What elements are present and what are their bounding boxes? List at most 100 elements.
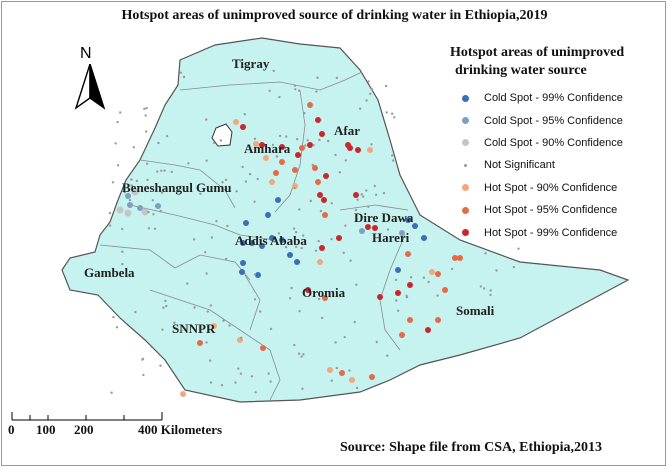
hotspot-point bbox=[141, 208, 149, 216]
not-significant-point bbox=[427, 280, 430, 284]
not-significant-point bbox=[275, 155, 279, 158]
not-significant-point bbox=[303, 112, 306, 115]
hotspot-point bbox=[317, 259, 323, 265]
hotspot-point bbox=[279, 159, 285, 165]
hotspot-point bbox=[405, 217, 411, 223]
not-significant-point bbox=[244, 180, 248, 183]
not-significant-point bbox=[300, 246, 303, 250]
not-significant-point bbox=[316, 76, 319, 79]
not-significant-point bbox=[204, 251, 207, 254]
not-significant-point bbox=[220, 384, 224, 387]
not-significant-point bbox=[222, 319, 225, 322]
scale-bar bbox=[11, 412, 163, 421]
not-significant-point bbox=[193, 306, 196, 309]
not-significant-point bbox=[391, 112, 394, 115]
not-significant-point bbox=[143, 107, 146, 111]
not-significant-point bbox=[226, 224, 229, 228]
hotspot-point bbox=[349, 377, 355, 383]
hotspot-point bbox=[240, 240, 246, 246]
not-significant-point bbox=[304, 144, 307, 147]
not-significant-point bbox=[320, 316, 324, 320]
not-significant-point bbox=[160, 191, 164, 194]
not-significant-point bbox=[348, 369, 351, 372]
not-significant-point bbox=[243, 113, 246, 116]
hotspot-point bbox=[367, 147, 373, 153]
not-significant-point bbox=[294, 231, 298, 234]
not-significant-point bbox=[159, 364, 162, 367]
not-significant-point bbox=[162, 306, 165, 309]
not-significant-point bbox=[134, 310, 137, 314]
not-significant-point bbox=[114, 142, 117, 145]
hotspot-point bbox=[305, 287, 311, 293]
legend-item: Not Significant bbox=[458, 154, 623, 176]
not-significant-point bbox=[311, 163, 314, 167]
not-significant-point bbox=[130, 184, 133, 187]
not-significant-point bbox=[186, 282, 189, 285]
not-significant-point bbox=[482, 287, 486, 290]
not-significant-point bbox=[373, 184, 376, 188]
not-significant-point bbox=[327, 139, 330, 143]
not-significant-point bbox=[241, 165, 244, 169]
not-significant-point bbox=[344, 159, 347, 162]
not-significant-point bbox=[293, 187, 296, 190]
not-significant-point bbox=[344, 224, 347, 227]
not-significant-point bbox=[237, 367, 240, 370]
hotspot-point bbox=[407, 282, 413, 288]
hotspot-point bbox=[239, 269, 245, 275]
not-significant-point bbox=[450, 267, 454, 271]
not-significant-point bbox=[271, 143, 275, 147]
not-significant-point bbox=[192, 238, 196, 241]
not-significant-point bbox=[302, 353, 305, 356]
hotspot-point bbox=[315, 117, 321, 123]
scale-label-100: 100 bbox=[36, 422, 56, 437]
not-significant-point bbox=[147, 210, 150, 214]
hotspot-point bbox=[321, 197, 327, 203]
not-significant-point bbox=[355, 386, 359, 390]
hotspot-point bbox=[395, 290, 401, 296]
not-significant-point bbox=[343, 335, 346, 339]
legend-symbol bbox=[458, 117, 472, 125]
not-significant-point bbox=[365, 189, 368, 192]
not-significant-point bbox=[209, 359, 212, 362]
not-significant-point bbox=[362, 195, 365, 198]
not-significant-point bbox=[314, 249, 318, 252]
hotspot-point bbox=[259, 243, 265, 249]
not-significant-point bbox=[132, 146, 135, 149]
not-significant-point bbox=[342, 251, 345, 254]
not-significant-point bbox=[356, 198, 359, 201]
legend-title: Hotspot areas of unimproved drinking wat… bbox=[450, 44, 624, 80]
legend-label: Not Significant bbox=[484, 159, 555, 172]
hotspot-point bbox=[336, 235, 342, 241]
not-significant-point bbox=[135, 179, 139, 183]
not-significant-point bbox=[182, 75, 186, 79]
hotspot-point bbox=[315, 179, 321, 185]
hotspot-point bbox=[307, 102, 313, 108]
hotspot-point bbox=[255, 272, 261, 278]
hotspot-point bbox=[323, 173, 329, 179]
hotspot-point bbox=[243, 220, 249, 226]
not-significant-point bbox=[355, 218, 358, 221]
hotspot-point bbox=[421, 235, 427, 241]
not-significant-point bbox=[405, 294, 408, 297]
scale-label-400: 400 Kilometers bbox=[138, 422, 223, 437]
hotspot-point bbox=[369, 374, 375, 380]
not-significant-point bbox=[293, 343, 296, 347]
hotspot-point bbox=[131, 188, 139, 196]
not-significant-point bbox=[382, 191, 386, 195]
not-significant-point bbox=[489, 293, 492, 297]
not-significant-point bbox=[228, 324, 231, 327]
hotspot-point bbox=[407, 317, 413, 323]
hotspot-point bbox=[339, 370, 345, 376]
not-significant-point bbox=[170, 170, 173, 174]
hotspot-point bbox=[292, 167, 298, 173]
not-significant-point bbox=[205, 272, 208, 275]
not-significant-point bbox=[512, 265, 516, 269]
hotspot-point bbox=[269, 235, 275, 241]
hotspot-point bbox=[457, 255, 463, 261]
legend-item: Hot Spot - 99% Confidence bbox=[458, 221, 623, 243]
legend-symbol bbox=[458, 139, 472, 147]
not-significant-point bbox=[301, 387, 304, 390]
hotspot-point bbox=[317, 192, 323, 198]
not-significant-point bbox=[153, 227, 157, 230]
not-significant-point bbox=[272, 69, 275, 73]
